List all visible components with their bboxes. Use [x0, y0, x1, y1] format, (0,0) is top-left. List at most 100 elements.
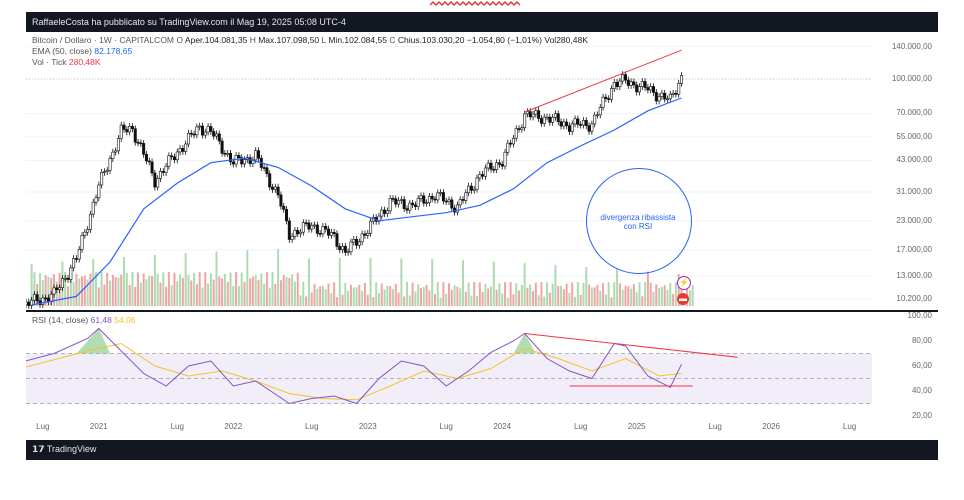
candle-body: [226, 152, 230, 155]
volume-bar: [405, 282, 408, 306]
candle-body: [357, 241, 361, 246]
candle-body: [671, 93, 675, 95]
rsi-axis[interactable]: 100,00 80,00 60,00 40,00 20,00: [872, 311, 938, 420]
candle-body: [481, 174, 485, 177]
candle-body: [413, 204, 417, 207]
candle-body: [663, 92, 667, 100]
price-chart-svg[interactable]: [26, 32, 938, 310]
candle-body: [464, 192, 468, 201]
volume-bar: [344, 282, 347, 306]
volume-bar: [338, 258, 341, 306]
volume-bar: [579, 294, 582, 306]
lightning-icon[interactable]: ⚡: [677, 276, 691, 290]
volume-bar: [282, 275, 285, 306]
candle-body: [612, 82, 616, 89]
volume-legend[interactable]: Vol · Tick 280,48K: [32, 57, 101, 67]
volume-bar: [453, 285, 456, 306]
candle-body: [595, 114, 599, 117]
rsi-line: [26, 327, 682, 405]
volume-bar: [349, 284, 352, 306]
volume-bar: [240, 272, 243, 306]
flag-icon[interactable]: ▬: [677, 293, 689, 305]
candle-body: [125, 129, 129, 133]
price-pane[interactable]: Bitcoin / Dollaro · 1W · CAPITALCOM O Ap…: [26, 32, 938, 310]
volume-bar: [632, 283, 635, 306]
candle-body: [380, 209, 384, 217]
candle-body: [338, 246, 342, 251]
ohlc-low-value: Min.102.084,55: [328, 35, 387, 45]
candle-body: [668, 93, 672, 100]
volume-bar: [442, 282, 445, 306]
candle-body: [186, 132, 190, 145]
rsi-tick-label: 80,00: [911, 336, 932, 345]
ohlc-close-label: C: [389, 35, 396, 45]
volume-bar: [484, 284, 487, 306]
candle-body: [265, 167, 269, 175]
candle-body: [455, 204, 459, 213]
candle-body: [293, 230, 297, 237]
volume-bar: [106, 272, 109, 306]
candle-body: [609, 88, 613, 100]
candle-body: [360, 233, 364, 243]
volume-bar: [691, 285, 694, 306]
candle-body: [214, 133, 218, 137]
candle-body: [220, 140, 224, 154]
volume-bar: [78, 278, 81, 306]
candle-body: [369, 220, 373, 234]
rsi-pane[interactable]: RSI (14, close) 61,48 54,06 100,00 80,00 6…: [26, 311, 938, 420]
candle-body: [590, 123, 594, 132]
volume-bar: [369, 258, 372, 306]
volume-bar: [316, 288, 319, 306]
volume-bar: [523, 263, 526, 306]
ema-value: 82.178,65: [94, 46, 133, 56]
candle-body: [41, 297, 45, 305]
volume-bar: [380, 283, 383, 306]
volume-bar: [649, 282, 652, 306]
candle-body: [105, 170, 109, 172]
volume-bar: [481, 292, 484, 306]
candle-body: [573, 118, 577, 125]
candle-body: [433, 198, 437, 201]
candle-body: [307, 222, 311, 230]
candle-body: [469, 185, 473, 191]
volume-bar: [358, 284, 361, 306]
chart-widget[interactable]: RaffaeleCosta ha pubblicato su TradingVi…: [26, 12, 938, 460]
candle-body: [461, 199, 465, 201]
volume-bar: [215, 251, 218, 306]
rsi-chart-svg[interactable]: [26, 312, 938, 420]
volume-bar: [97, 287, 100, 306]
price-axis[interactable]: 140.000,00 100.000,00 70.000,00 55.000,00 43…: [872, 32, 938, 310]
volume-bar: [67, 286, 70, 306]
volume-bar: [618, 283, 621, 306]
candle-body: [170, 155, 174, 158]
tradingview-logo[interactable]: 𝟭𝟳 TradingView: [32, 444, 96, 455]
volume-bar: [204, 272, 207, 306]
volume-bar: [291, 274, 294, 306]
volume-bar: [459, 288, 462, 306]
volume-bar: [540, 282, 543, 306]
symbol-info-row: Bitcoin / Dollaro · 1W · CAPITALCOM O Ap…: [32, 35, 588, 45]
candle-body: [523, 113, 527, 129]
volume-bar: [173, 272, 176, 306]
volume-bar: [109, 280, 112, 306]
volume-bar: [92, 259, 95, 306]
volume-bar: [296, 272, 299, 306]
top-banner: [0, 0, 964, 12]
candle-body: [618, 80, 622, 87]
time-tick-label: Lug: [36, 422, 50, 431]
time-axis[interactable]: [26, 420, 938, 440]
ema-legend[interactable]: EMA (50, close) 82.178,65: [32, 46, 132, 56]
candle-body: [257, 150, 261, 159]
volume-bar: [655, 284, 658, 306]
volume-bar: [613, 282, 616, 306]
rsi-legend[interactable]: RSI (14, close) 61,48 54,06: [32, 315, 136, 325]
volume-bar: [473, 282, 476, 306]
candle-body: [184, 143, 188, 152]
volume-bar: [179, 274, 182, 306]
volume-bar: [193, 273, 196, 306]
volume-bar: [562, 289, 565, 306]
candle-body: [427, 196, 431, 204]
time-tick-label: Lug: [842, 422, 857, 431]
tv-icon: 𝟭𝟳: [32, 444, 45, 454]
volume-bar: [198, 272, 201, 306]
